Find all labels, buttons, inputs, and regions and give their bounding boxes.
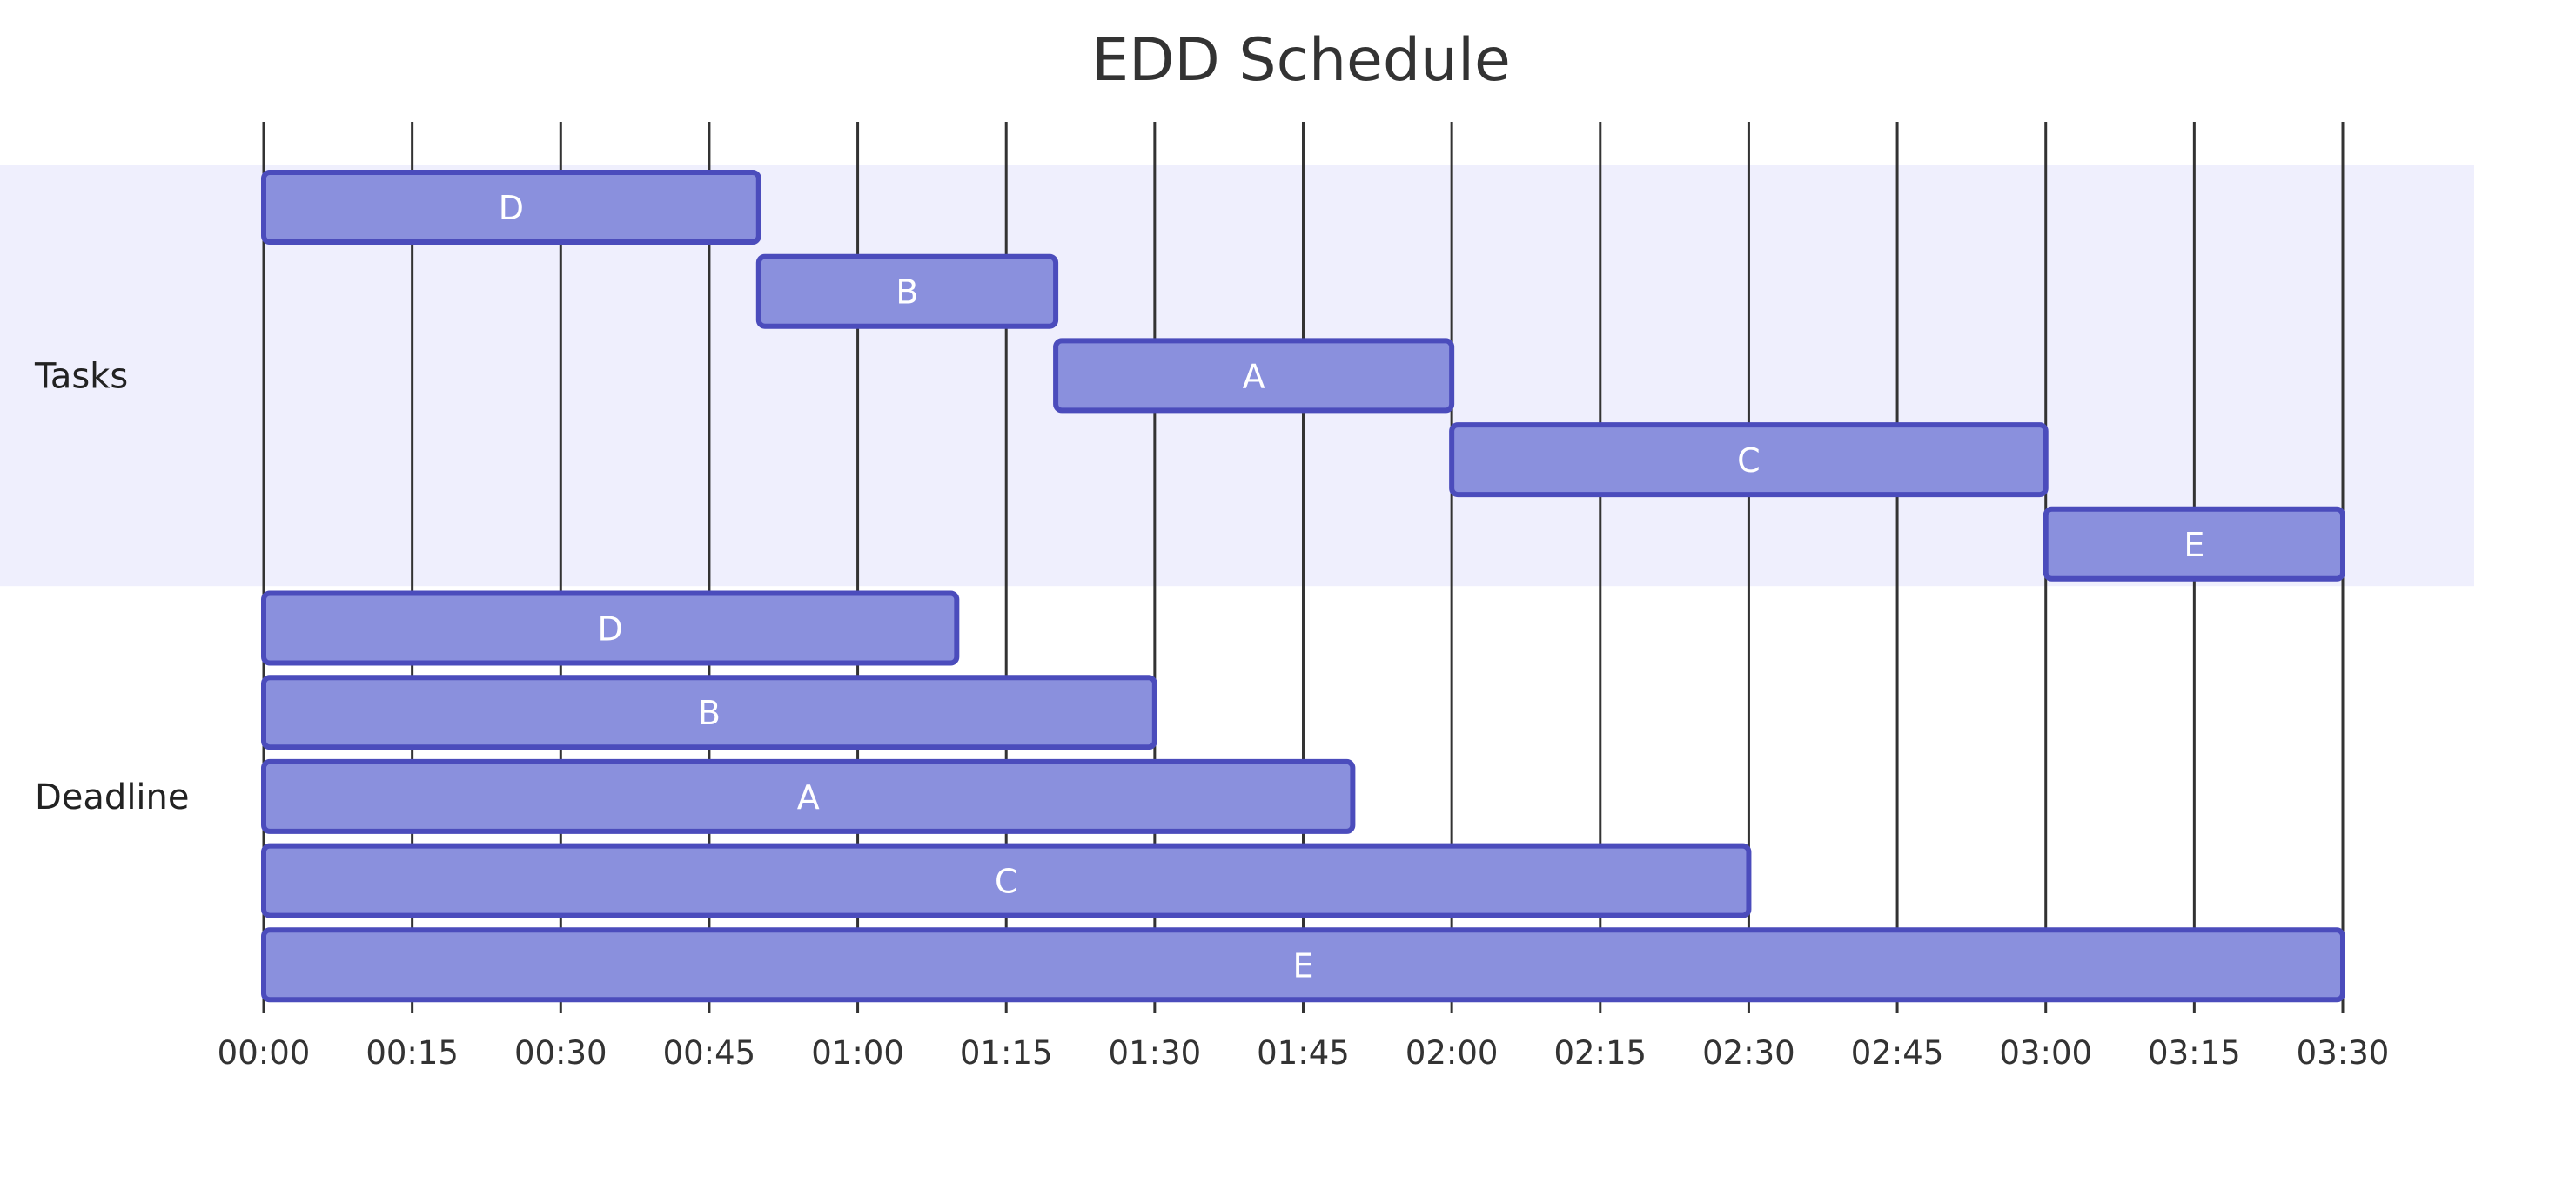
x-tick-label-12: 03:00	[1999, 1034, 2092, 1072]
bar-label-tasks-c: C	[1737, 441, 1761, 480]
x-tick-label-8: 02:00	[1405, 1034, 1499, 1072]
x-tick-label-13: 03:15	[2148, 1034, 2241, 1072]
bar-label-deadline-b: B	[698, 694, 721, 732]
bar-deadline-e	[261, 927, 2345, 1003]
chart-title: EDD Schedule	[1091, 26, 1511, 95]
bar-deadline-a	[261, 758, 1356, 834]
x-tick-label-14: 03:30	[2297, 1034, 2390, 1072]
bar-label-deadline-d: D	[598, 610, 623, 649]
x-tick-label-4: 01:00	[811, 1034, 904, 1072]
x-tick-label-11: 02:45	[1851, 1034, 1944, 1072]
section-labels: Tasks Deadline	[34, 356, 190, 817]
bar-label-deadline-e: E	[1292, 946, 1313, 985]
x-tick-label-10: 02:30	[1702, 1034, 1795, 1072]
section-label-1: Deadline	[35, 777, 190, 817]
bar-tasks-d	[261, 170, 761, 245]
bar-label-tasks-b: B	[896, 273, 918, 312]
bar-tasks-b	[755, 253, 1059, 329]
bar-label-tasks-d: D	[499, 189, 524, 227]
bar-tasks-a	[1053, 338, 1455, 414]
task-bars: D B A C E D B A C E	[261, 170, 2346, 1003]
bar-deadline-d	[261, 590, 960, 666]
bar-label-tasks-e: E	[2184, 526, 2204, 564]
x-tick-label-2: 00:30	[514, 1034, 607, 1072]
x-tick-label-0: 00:00	[218, 1034, 311, 1072]
section-label-0: Tasks	[34, 356, 128, 396]
x-tick-label-3: 00:45	[663, 1034, 756, 1072]
x-tick-label-9: 02:15	[1553, 1034, 1647, 1072]
x-tick-label-7: 01:45	[1257, 1034, 1350, 1072]
bar-label-deadline-a: A	[797, 778, 820, 817]
bar-deadline-c	[261, 843, 1752, 918]
bar-deadline-b	[261, 675, 1157, 750]
bar-label-tasks-a: A	[1243, 357, 1265, 395]
x-tick-label-5: 01:15	[960, 1034, 1053, 1072]
bar-tasks-e	[2043, 506, 2346, 582]
bar-tasks-c	[1449, 422, 2049, 498]
x-axis-ticks: 00:00 00:15 00:30 00:45 01:00 01:15 01:30 01:45…	[218, 1034, 2390, 1072]
bar-label-deadline-c: C	[995, 863, 1018, 901]
x-tick-label-6: 01:30	[1109, 1034, 1202, 1072]
x-tick-label-1: 00:15	[366, 1034, 459, 1072]
